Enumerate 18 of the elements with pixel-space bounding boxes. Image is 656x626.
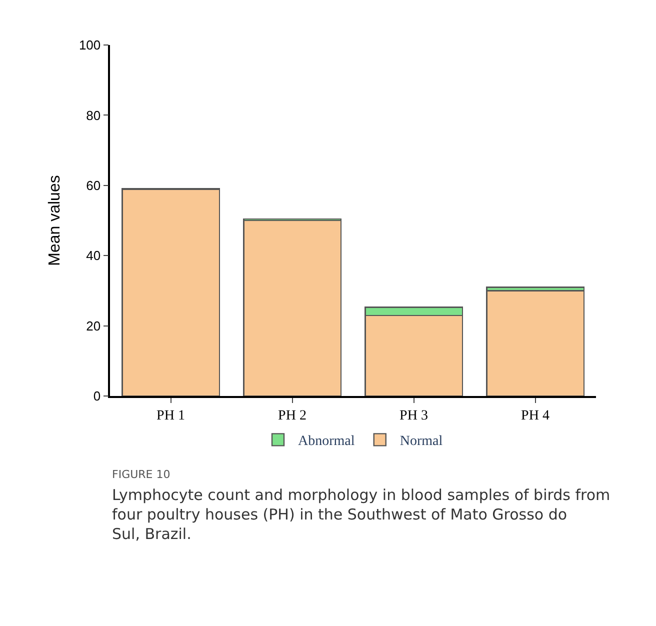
text: Lymphocyte count and morphology in blood samples of birds from four poultry houses (PH) in the Southwest of Mato Grosso do Sul, Brazil. (112, 486, 610, 543)
y-axis-title: Mean values (46, 175, 64, 266)
legend-label: Abnormal (298, 434, 355, 450)
y-tick-label: 20 (86, 318, 101, 334)
bar (243, 220, 342, 396)
caption: FIGURE 10 (112, 468, 170, 481)
bar (486, 290, 584, 396)
y-tick-label: 100 (78, 38, 101, 53)
y-tick-label: 80 (86, 108, 101, 123)
x-tick-label: PH 3 (400, 408, 428, 424)
x-tick-label: PH 2 (278, 408, 306, 424)
x-tick-label: PH 4 (521, 408, 550, 424)
y-tick-label: 60 (86, 178, 101, 193)
x-tick-label: PH 1 (156, 408, 185, 424)
y-tick-label: 40 (86, 248, 101, 264)
y-tick-label: 0 (93, 388, 101, 404)
bar (122, 189, 220, 396)
legend-label: Normal (400, 434, 443, 450)
